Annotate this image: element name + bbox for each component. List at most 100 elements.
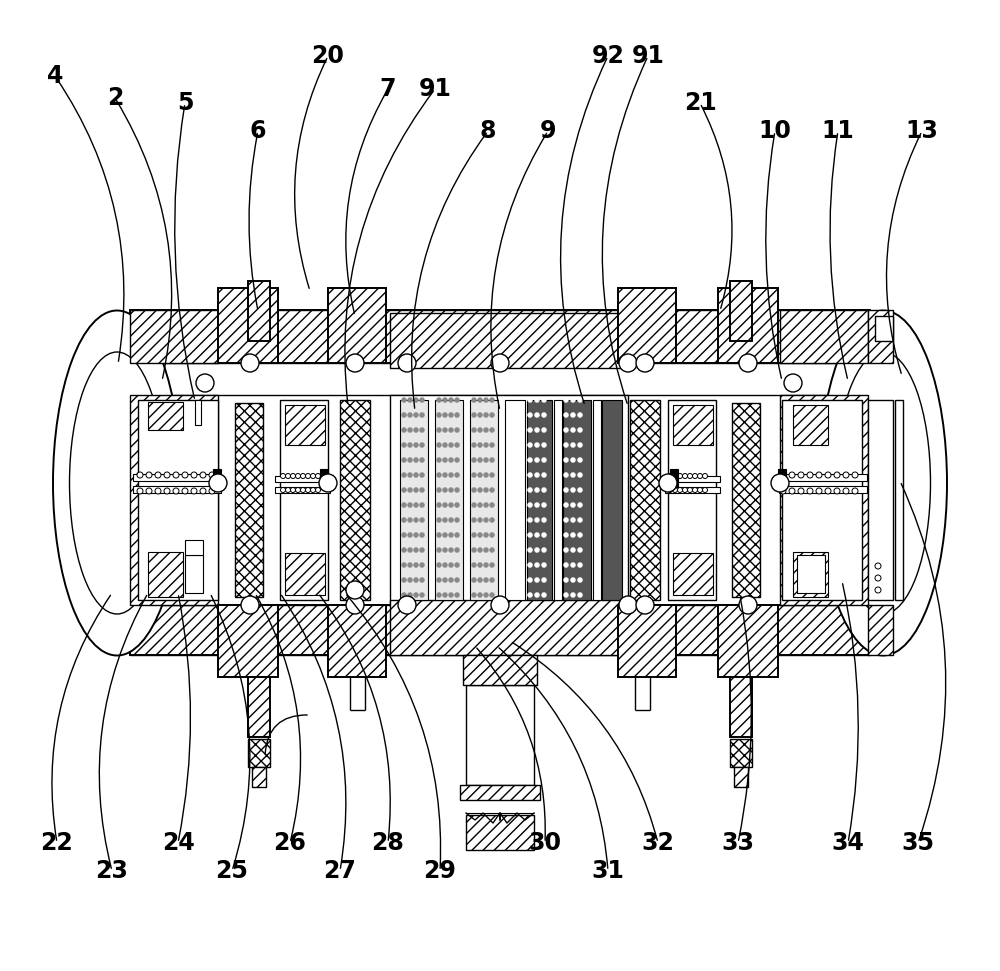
Circle shape [436,487,442,492]
Circle shape [798,488,804,494]
Circle shape [448,532,454,538]
Circle shape [534,457,540,462]
Circle shape [454,503,460,508]
Bar [895,400,903,600]
Circle shape [164,488,170,494]
Circle shape [436,473,442,478]
Circle shape [484,457,488,462]
Bar [618,288,676,363]
Circle shape [408,413,413,418]
Circle shape [578,457,582,462]
Bar [400,400,428,600]
Circle shape [570,518,576,522]
Bar [185,555,203,593]
Circle shape [564,548,568,552]
Text: 30: 30 [528,831,562,855]
Circle shape [454,532,460,538]
Circle shape [402,532,406,538]
Circle shape [688,474,692,479]
Circle shape [490,592,494,597]
Circle shape [209,474,227,492]
Circle shape [564,578,568,583]
Circle shape [478,413,482,418]
Circle shape [698,474,702,479]
Circle shape [420,473,424,478]
Circle shape [570,473,576,478]
Circle shape [436,413,442,418]
Circle shape [564,413,568,418]
Circle shape [448,578,454,583]
Circle shape [578,503,582,508]
Circle shape [414,397,418,403]
Circle shape [542,578,546,583]
Circle shape [484,427,488,432]
Ellipse shape [70,352,164,614]
Circle shape [448,443,454,448]
Circle shape [442,532,448,538]
Circle shape [542,487,546,492]
Circle shape [528,518,532,522]
Bar [732,403,760,597]
Circle shape [472,532,477,538]
Circle shape [442,562,448,567]
Circle shape [414,548,418,552]
Circle shape [659,474,677,492]
Bar [248,281,270,341]
Circle shape [402,457,406,462]
Circle shape [564,457,568,462]
Circle shape [564,592,568,597]
Circle shape [484,397,488,403]
Circle shape [542,427,546,432]
Circle shape [619,596,637,614]
Circle shape [442,413,448,418]
Circle shape [408,397,413,403]
Bar [213,469,221,487]
Circle shape [668,487,672,492]
Circle shape [402,592,406,597]
Circle shape [402,487,406,492]
Circle shape [448,592,454,597]
Text: 35: 35 [902,831,934,855]
Circle shape [454,413,460,418]
Circle shape [290,474,296,479]
Circle shape [346,596,364,614]
Circle shape [402,503,406,508]
Bar [252,767,266,787]
Circle shape [570,548,576,552]
Bar [868,400,893,600]
Bar [730,739,752,767]
Circle shape [564,443,568,448]
Circle shape [843,472,849,478]
Circle shape [436,503,442,508]
Circle shape [414,413,418,418]
Circle shape [290,487,296,492]
Circle shape [420,487,424,492]
Circle shape [528,413,532,418]
Circle shape [414,518,418,522]
Circle shape [436,518,442,522]
Circle shape [478,548,482,552]
Circle shape [137,472,143,478]
Circle shape [807,488,813,494]
Circle shape [570,487,576,492]
Circle shape [196,374,214,392]
Circle shape [472,503,477,508]
Bar [780,395,868,605]
Circle shape [534,443,540,448]
Circle shape [490,487,494,492]
Text: 29: 29 [424,859,456,883]
Circle shape [408,443,413,448]
Text: 24: 24 [162,831,194,855]
Circle shape [490,473,494,478]
Bar [275,487,330,493]
Circle shape [442,487,448,492]
Circle shape [472,487,477,492]
Circle shape [570,457,576,462]
Bar [718,288,778,363]
Text: 7: 7 [380,77,396,101]
Circle shape [490,427,494,432]
Circle shape [414,487,418,492]
Circle shape [402,473,406,478]
Bar [390,395,628,605]
Circle shape [542,548,546,552]
